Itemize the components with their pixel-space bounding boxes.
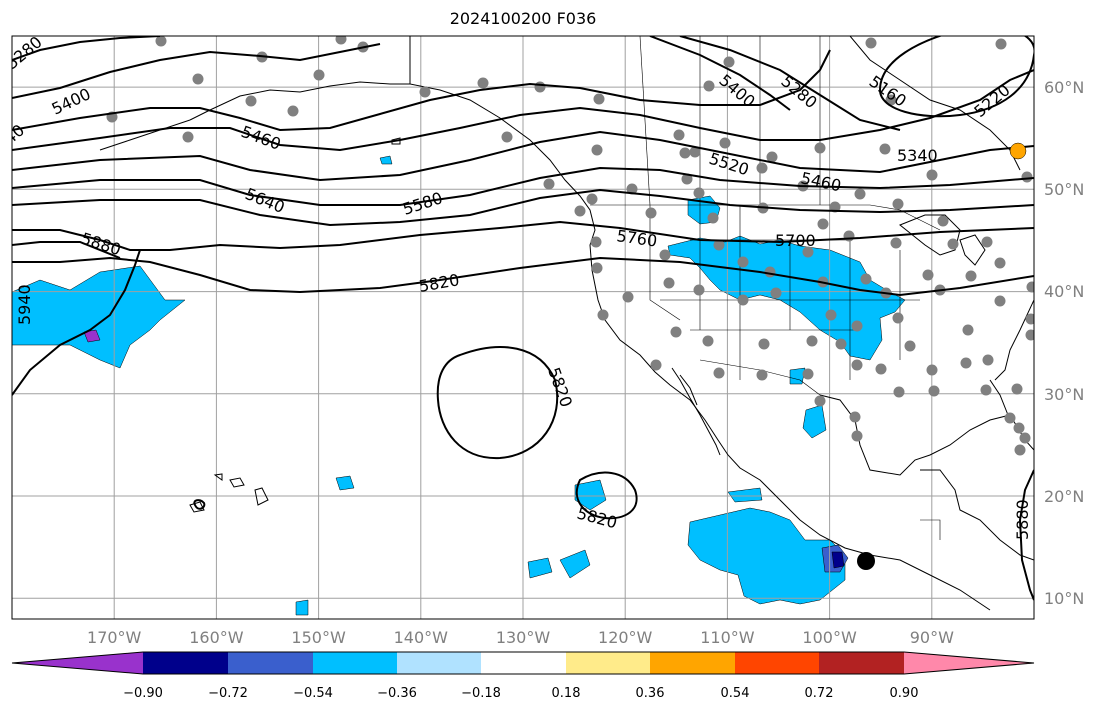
- lat-label: 50°N: [1044, 180, 1084, 199]
- lat-label: 40°N: [1044, 282, 1084, 301]
- lon-label: 120°W: [598, 628, 653, 647]
- colorbar-segment: [819, 652, 904, 674]
- colorbar-tick-label: 0.54: [721, 686, 750, 701]
- colorbar-segment: [313, 652, 397, 674]
- gridlines: [12, 36, 1034, 619]
- lon-label: 140°W: [394, 628, 449, 647]
- lon-label: 100°W: [802, 628, 857, 647]
- colorbar-segment: [397, 652, 481, 674]
- colorbar-tick-label: 0.18: [552, 686, 581, 701]
- colorbar-outline: [11, 651, 1035, 675]
- storm-marker: [857, 552, 875, 570]
- orange-marker: [1009, 142, 1027, 160]
- map-frame: [11, 35, 1035, 620]
- colorbar: [11, 651, 1035, 675]
- colorbar-ticks: −0.90 −0.72 −0.54 −0.36 −0.18 0.18 0.36 …: [123, 686, 918, 701]
- colorbar-segment: [735, 652, 819, 674]
- colorbar-tick-label: 0.36: [636, 686, 665, 701]
- lon-label: 150°W: [291, 628, 346, 647]
- lat-label: 60°N: [1044, 78, 1084, 97]
- colorbar-tick-label: 0.90: [890, 686, 919, 701]
- map-title: 2024100200 F036: [449, 9, 597, 28]
- contour-label: 5700: [775, 231, 816, 250]
- colorbar-tick-label: −0.72: [208, 686, 248, 701]
- borders: [590, 36, 941, 540]
- colorbar-segment: [566, 652, 650, 674]
- lon-label: 170°W: [87, 628, 142, 647]
- colorbar-tick-label: 0.72: [805, 686, 834, 701]
- colorbar-segment: [481, 652, 566, 674]
- contour-label: 5340: [897, 146, 938, 165]
- latitude-labels: 60°N 50°N 40°N 30°N 20°N 10°N: [1044, 78, 1084, 608]
- lat-label: 30°N: [1044, 385, 1084, 404]
- lon-label: 130°W: [496, 628, 551, 647]
- colorbar-segment: [904, 652, 1034, 674]
- lon-label: 110°W: [700, 628, 755, 647]
- height-contours: [12, 36, 1034, 601]
- colorbar-tick-label: −0.54: [293, 686, 333, 701]
- contour-label: 5880: [1013, 499, 1032, 540]
- lon-label: 160°W: [189, 628, 244, 647]
- contour-label: 5940: [15, 284, 34, 325]
- colorbar-tick-label: −0.90: [123, 686, 163, 701]
- shaded-field-strong: [83, 329, 849, 573]
- coastlines: [99, 36, 1034, 611]
- colorbar-segment: [228, 652, 313, 674]
- colorbar-segment: [12, 652, 143, 674]
- colorbar-tick-label: −0.18: [461, 686, 501, 701]
- colorbar-segment: [650, 652, 735, 674]
- lat-label: 20°N: [1044, 487, 1084, 506]
- station-dots: [106, 36, 1034, 456]
- colorbar-tick-label: −0.36: [377, 686, 417, 701]
- longitude-labels: 170°W 160°W 150°W 140°W 130°W 120°W 110°…: [87, 628, 954, 647]
- lon-label: 90°W: [910, 628, 954, 647]
- lat-label: 10°N: [1044, 589, 1084, 608]
- colorbar-segment: [143, 652, 228, 674]
